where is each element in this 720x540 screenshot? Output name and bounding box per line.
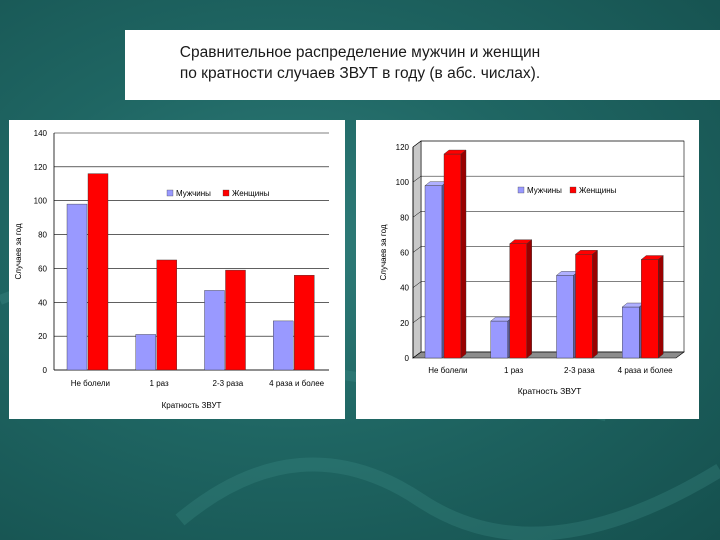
bar — [135, 334, 156, 371]
bar — [424, 181, 448, 359]
y-tick-label: 20 — [400, 319, 409, 328]
bar-chart-3d: 0 20 40 60 80 100 120 Не болели 1 раз 2-3 раза 4 р… — [379, 140, 685, 396]
legend: Мужчины Женщины — [162, 186, 284, 200]
legend-label: Женщины — [232, 189, 270, 198]
bar — [443, 149, 467, 359]
y-tick-label: 80 — [400, 213, 409, 222]
bar-side — [460, 149, 467, 359]
bar-front — [424, 185, 443, 359]
bar-side — [526, 239, 532, 359]
legend: Мужчины Женщины — [514, 183, 630, 197]
y-axis-label: Случаев за год — [379, 224, 388, 280]
bar — [490, 316, 514, 359]
x-tick-label: Не болели — [428, 366, 467, 375]
bar-chart-flat: 0 20 40 60 80 100 120 140 Не болели 1 раз 2-3 раза… — [14, 129, 329, 410]
bar — [87, 173, 109, 371]
bar-front — [490, 320, 508, 359]
legend-swatch — [222, 189, 230, 197]
page-title: Сравнительное распределение мужчин и жен… — [125, 42, 595, 84]
legend-label: Мужчины — [527, 186, 562, 195]
bar-side — [592, 249, 598, 359]
y-tick-label: 60 — [38, 264, 47, 273]
gridline — [412, 175, 684, 183]
chart-panel-left: 0 20 40 60 80 100 120 140 Не болели 1 раз 2-3 раза… — [9, 120, 345, 419]
bar-front — [556, 275, 574, 359]
bar — [555, 270, 580, 359]
bar — [156, 259, 177, 371]
y-tick-label: 20 — [38, 332, 47, 341]
title-line-2: по кратности случаев ЗВУТ в году (в абс.… — [179, 65, 541, 82]
x-axis-label: Кратность ЗВУТ — [518, 386, 582, 396]
bar — [273, 320, 294, 371]
bar-side — [658, 255, 664, 359]
bar — [509, 239, 533, 359]
bar — [225, 269, 246, 371]
legend-label: Женщины — [579, 186, 617, 195]
y-tick-label: 140 — [34, 129, 48, 138]
bar-front — [575, 254, 593, 359]
bar — [294, 274, 315, 371]
x-tick-label: Не болели — [71, 379, 110, 388]
legend-swatch — [517, 186, 525, 194]
header-band — [125, 30, 720, 100]
y-tick-label: 0 — [405, 354, 410, 363]
bar-front — [509, 243, 527, 359]
y-tick-label: 0 — [43, 366, 48, 375]
x-tick-label: 1 раз — [504, 366, 523, 375]
x-axis-label: Кратность ЗВУТ — [162, 401, 222, 410]
bar — [66, 203, 88, 371]
y-tick-label: 100 — [396, 178, 410, 187]
bar — [621, 302, 645, 359]
y-tick-label: 120 — [396, 143, 410, 152]
legend-swatch — [166, 189, 174, 197]
bar-front — [622, 306, 640, 359]
bar — [574, 249, 599, 359]
y-tick-label: 120 — [34, 163, 48, 172]
x-tick-label: 2-3 раза — [564, 366, 595, 375]
title-line-1: Сравнительное распределение мужчин и жен… — [179, 44, 541, 61]
x-tick-label: 4 раза и более — [618, 366, 673, 375]
y-tick-label: 60 — [400, 249, 409, 258]
x-tick-label: 1 раз — [150, 379, 169, 388]
y-tick-label: 100 — [34, 197, 48, 206]
y-axis-label: Случаев за год — [14, 223, 23, 279]
gridline — [412, 246, 684, 253]
chart-panel-right: 0 20 40 60 80 100 120 Не болели 1 раз 2-3 раза 4 р… — [356, 120, 699, 419]
bar — [204, 290, 225, 371]
gridline — [412, 211, 684, 218]
x-tick-label: 2-3 раза — [213, 379, 244, 388]
gridline — [412, 140, 684, 148]
x-tick-label: 4 раза и более — [269, 379, 324, 388]
y-tick-label: 40 — [38, 298, 47, 307]
bar-front — [641, 259, 659, 359]
legend-label: Мужчины — [176, 189, 211, 198]
y-tick-label: 80 — [38, 231, 47, 240]
bar-front — [443, 153, 462, 359]
bar — [640, 255, 664, 359]
legend-swatch — [569, 186, 577, 194]
y-tick-label: 40 — [400, 284, 409, 293]
